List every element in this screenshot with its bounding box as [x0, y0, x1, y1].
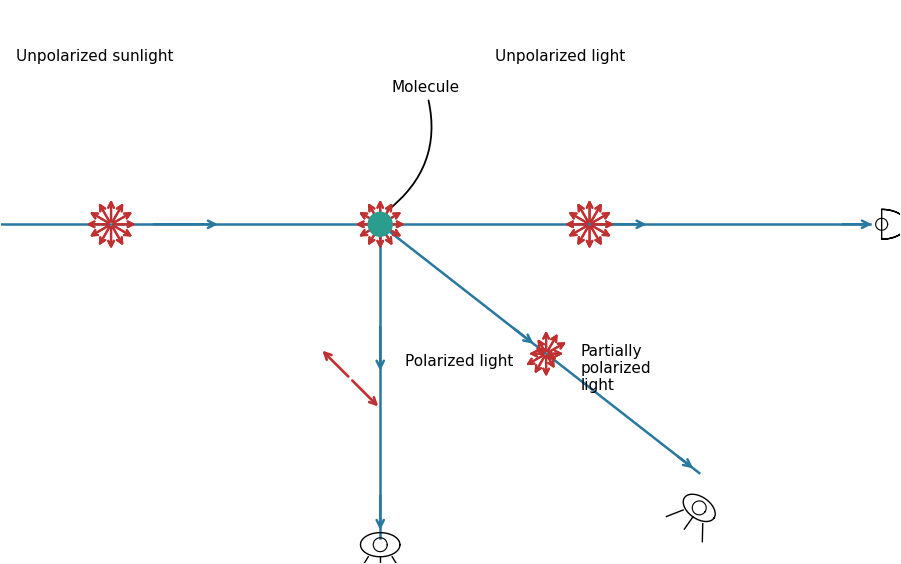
- Text: Partially
polarized
light: Partially polarized light: [581, 343, 651, 394]
- Text: Polarized light: Polarized light: [405, 354, 514, 369]
- Circle shape: [369, 212, 392, 236]
- Text: Unpolarized light: Unpolarized light: [495, 49, 625, 64]
- Text: Molecule: Molecule: [387, 80, 460, 210]
- Text: Unpolarized sunlight: Unpolarized sunlight: [16, 49, 174, 64]
